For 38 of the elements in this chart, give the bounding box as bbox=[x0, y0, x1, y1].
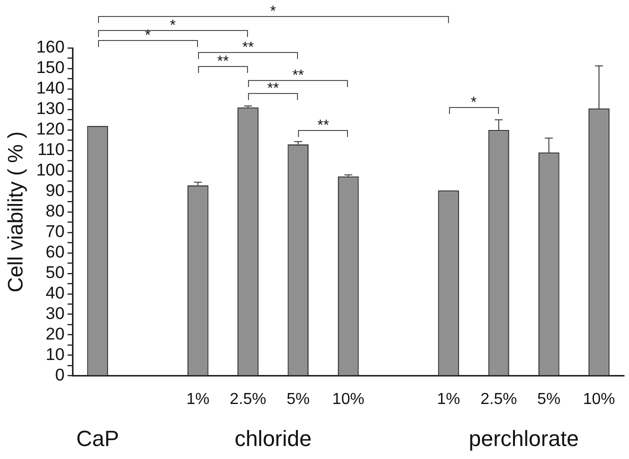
text: * bbox=[144, 26, 151, 44]
y-tick-label: 130 bbox=[36, 99, 65, 118]
x-tick-label: 10% bbox=[332, 390, 364, 408]
text: perchlorate bbox=[468, 426, 579, 452]
text: * bbox=[270, 3, 276, 20]
y-tick-label: 10 bbox=[46, 345, 65, 364]
annotation: ** bbox=[267, 80, 279, 98]
y-tick-label: 0 bbox=[55, 365, 65, 384]
y-tick-label: 120 bbox=[36, 120, 65, 139]
y-tick-label: 40 bbox=[46, 284, 65, 303]
y-tick-label: 80 bbox=[46, 202, 65, 221]
y-tick-label: 140 bbox=[36, 78, 65, 98]
text: * bbox=[170, 16, 176, 34]
annotation: * bbox=[470, 94, 477, 112]
y-tick-label: 50 bbox=[46, 263, 65, 282]
annotation: ** bbox=[217, 53, 229, 70]
y-tick-label: 150 bbox=[36, 58, 65, 78]
x-tick-label: 5% bbox=[537, 390, 560, 408]
y-tick-label: 160 bbox=[36, 38, 65, 57]
annotation: ** bbox=[317, 116, 330, 134]
y-tick-label: 70 bbox=[46, 222, 65, 242]
x-tick-label: 5% bbox=[286, 390, 310, 408]
y-tick-label: 20 bbox=[46, 324, 65, 344]
y-axis-title: Cell viability ( % ) bbox=[4, 131, 28, 292]
y-tick-label: 30 bbox=[46, 304, 65, 324]
text: chloride bbox=[234, 426, 312, 452]
y-tick-label: 90 bbox=[46, 181, 65, 200]
x-tick-label: 10% bbox=[582, 390, 616, 408]
y-tick-label: 110 bbox=[37, 140, 65, 160]
y-tick-label: 100 bbox=[36, 160, 65, 180]
y-tick-label: 60 bbox=[46, 242, 65, 262]
x-tick-label: 2.5% bbox=[480, 390, 517, 408]
x-tick-label: 1% bbox=[437, 390, 460, 408]
annotation: ** bbox=[242, 39, 254, 56]
x-tick-label: 1% bbox=[186, 390, 210, 408]
x-tick-label: 2.5% bbox=[230, 390, 266, 408]
annotation: ** bbox=[292, 66, 304, 84]
text: CaP bbox=[76, 426, 120, 452]
